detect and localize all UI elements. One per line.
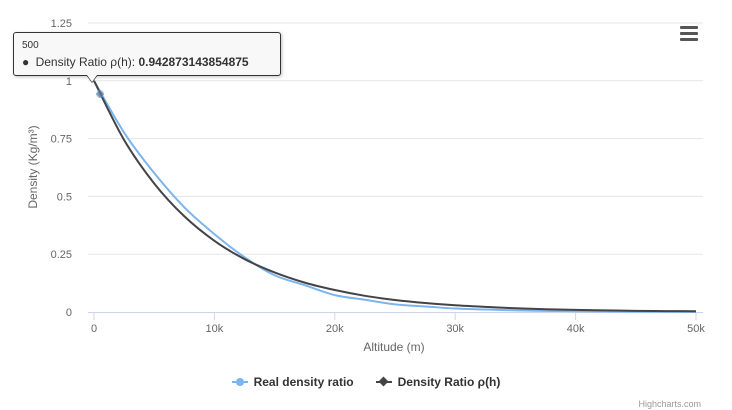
circle-marker-icon <box>231 376 248 388</box>
tooltip-value: 0.942873143854875 <box>138 55 249 69</box>
legend-label: Density Ratio ρ(h) <box>397 375 501 389</box>
hamburger-menu-icon <box>678 26 700 41</box>
legend-item-real-density[interactable]: Real density ratio <box>231 375 354 389</box>
tooltip-bullet-icon: ● <box>22 55 30 69</box>
x-tick-label: 30k <box>446 323 464 335</box>
hover-point-density-ratio <box>96 90 105 99</box>
x-tick-label: 20k <box>326 323 344 335</box>
tooltip: 500 ● Density Ratio ρ(h): 0.942873143854… <box>13 32 281 76</box>
series-group <box>93 80 697 313</box>
y-tick-label: 1.25 <box>51 18 72 30</box>
y-tick-label: 1 <box>66 76 72 88</box>
hover-point-real-density <box>96 90 105 99</box>
grid-lines <box>88 22 703 255</box>
chart-context-menu-button[interactable] <box>678 26 700 44</box>
y-tick-label: 0.25 <box>51 249 72 261</box>
x-tick-label: 0 <box>91 323 97 335</box>
y-axis-title: Density (Kg/m³) <box>26 125 40 208</box>
x-tick-label: 10k <box>206 323 224 335</box>
y-tick-label: 0 <box>66 307 72 319</box>
diamond-marker-icon <box>375 376 392 388</box>
y-tick-label: 0.5 <box>57 191 72 203</box>
series-line-density-ratio <box>93 80 697 313</box>
series-line-real-density <box>93 80 697 313</box>
credits-link[interactable]: Highcharts.com <box>638 399 701 409</box>
y-axis-ticks: 0 0.25 0.5 0.75 1 1.25 <box>51 18 72 319</box>
tooltip-pointer-inner <box>87 75 97 82</box>
legend-item-density-ratio[interactable]: Density Ratio ρ(h) <box>375 375 501 389</box>
legend: Real density ratio Density Ratio ρ(h) <box>0 375 732 389</box>
x-axis-title: Altitude (m) <box>363 340 424 354</box>
tooltip-series-label: Density Ratio ρ(h): <box>35 55 136 69</box>
x-axis-ticks: 0 10k 20k 30k 40k 50k <box>91 312 705 335</box>
y-tick-label: 0.75 <box>51 134 72 146</box>
x-tick-label: 40k <box>567 323 585 335</box>
x-tick-label: 50k <box>687 323 705 335</box>
tooltip-x-value: 500 <box>22 40 39 51</box>
legend-label: Real density ratio <box>253 375 354 389</box>
hover-markers <box>96 90 105 99</box>
